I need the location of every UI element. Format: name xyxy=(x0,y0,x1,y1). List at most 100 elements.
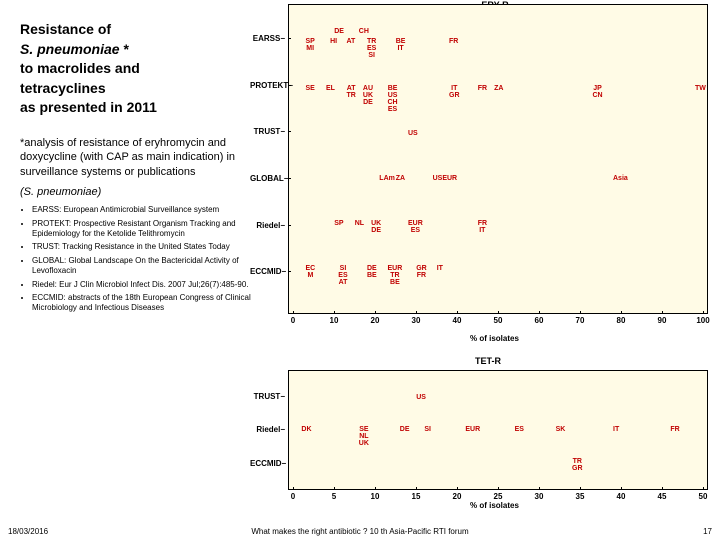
country-label: US xyxy=(408,130,418,137)
title-l1: Resistance of xyxy=(20,21,111,37)
chart2-xtick: 10 xyxy=(366,492,384,501)
title-star: * xyxy=(120,41,129,57)
country-label: SPMI xyxy=(306,38,315,52)
chart1-ylabel: EARSS− xyxy=(250,34,285,43)
country-label: SE xyxy=(306,85,315,92)
bullet-riedel: Riedel: Eur J Clin Microbiol Infect Dis.… xyxy=(32,280,270,290)
country-label: TW xyxy=(695,85,706,92)
country-label: GRFR xyxy=(416,265,427,279)
country-label: ES xyxy=(515,426,524,433)
chart2-xtick: 45 xyxy=(653,492,671,501)
chart2-ylabel: TRUST− xyxy=(250,392,285,401)
chart1-xtick: 30 xyxy=(407,316,425,325)
country-label: CH xyxy=(359,28,369,35)
chart1-ylabel: PROTEKT− xyxy=(250,81,285,90)
country-label: ITGR xyxy=(449,85,460,99)
source-list: EARSS: European Antimicrobial Surveillan… xyxy=(20,205,270,314)
bullet-trust: TRUST: Tracking Resistance in the United… xyxy=(32,242,270,252)
country-label: DEBE xyxy=(367,265,377,279)
chart2-ylabel: Riedel− xyxy=(250,425,285,434)
chart1-area xyxy=(288,4,708,314)
chart1-xtick: 100 xyxy=(694,316,712,325)
country-label: ECM xyxy=(306,265,316,279)
footer-page: 17 xyxy=(703,527,712,536)
country-label: NL xyxy=(355,220,364,227)
chart1-xtick: 70 xyxy=(571,316,589,325)
country-label: FRIT xyxy=(478,220,487,234)
country-label: JPCN xyxy=(593,85,603,99)
chart1-ylabel: ECCMID− xyxy=(250,267,285,276)
country-label: EURTRBE xyxy=(388,265,403,286)
chart1-xtick: 90 xyxy=(653,316,671,325)
bullet-protekt: PROTEKT: Prospective Resistant Organism … xyxy=(32,219,270,240)
chart1-xtick: 20 xyxy=(366,316,384,325)
title-l4: tetracyclines xyxy=(20,80,106,96)
country-label: SIESAT xyxy=(338,265,347,286)
country-label: IT xyxy=(437,265,443,272)
chart2-title: TET-R xyxy=(475,356,501,366)
country-label: ZA xyxy=(396,175,405,182)
title-species: S. pneumoniae xyxy=(20,41,120,57)
chart1-xtick: 80 xyxy=(612,316,630,325)
country-label: DK xyxy=(301,426,311,433)
country-label: FR xyxy=(449,38,458,45)
chart1-xtitle: % of isolates xyxy=(470,334,519,343)
country-label: TRESSI xyxy=(367,38,376,59)
country-label: BEIT xyxy=(396,38,406,52)
chart2-xtick: 0 xyxy=(284,492,302,501)
country-label: HI xyxy=(330,38,337,45)
chart1-ylabel: TRUST− xyxy=(250,127,285,136)
country-label: AT xyxy=(347,38,356,45)
country-label: SI xyxy=(424,426,431,433)
footnote-species: (S. pneumoniae) xyxy=(20,185,270,199)
bullet-global: GLOBAL: Global Landscape On the Bacteric… xyxy=(32,256,270,277)
chart2-ylabel: ECCMID− xyxy=(250,459,285,468)
country-label: TRGR xyxy=(572,458,583,472)
chart2-area xyxy=(288,370,708,490)
footer-date: 18/03/2016 xyxy=(8,527,48,536)
footnote-em: (S. pneumoniae) xyxy=(20,186,101,198)
country-label: US xyxy=(416,394,426,401)
country-label: SP xyxy=(334,220,343,227)
chart1-ylabel: GLOBAL− xyxy=(250,174,285,183)
chart2-xtick: 15 xyxy=(407,492,425,501)
country-label: EL xyxy=(326,85,335,92)
country-label: EUR xyxy=(465,426,480,433)
chart1-xtick: 40 xyxy=(448,316,466,325)
footer-center: What makes the right antibiotic ? 10 th … xyxy=(251,527,468,536)
chart1-xtick: 50 xyxy=(489,316,507,325)
country-label: LAm xyxy=(379,175,395,182)
country-label: DE xyxy=(400,426,410,433)
country-label: SK xyxy=(556,426,566,433)
country-label: AUUKDE xyxy=(363,85,373,106)
country-label: ZA xyxy=(494,85,503,92)
chart2-xtick: 35 xyxy=(571,492,589,501)
country-label: USEUR xyxy=(433,175,458,182)
chart2-xtick: 25 xyxy=(489,492,507,501)
chart2-xtick: 20 xyxy=(448,492,466,501)
chart2-xtick: 40 xyxy=(612,492,630,501)
footnote: *analysis of resistance of eryhromycin a… xyxy=(20,136,270,179)
country-label: EURES xyxy=(408,220,423,234)
title-l5: as presented in 2011 xyxy=(20,99,157,115)
chart1-ylabel: Riedel− xyxy=(250,221,285,230)
chart1-xtick: 0 xyxy=(284,316,302,325)
country-label: BEUSCHES xyxy=(388,85,398,113)
chart2-xtick: 30 xyxy=(530,492,548,501)
country-label: SENLUK xyxy=(359,426,369,447)
bullet-eccmid: ECCMID: abstracts of the 18th European C… xyxy=(32,293,270,314)
slide-title: Resistance of S. pneumoniae * to macroli… xyxy=(20,20,270,118)
country-label: Asia xyxy=(613,175,628,182)
country-label: IT xyxy=(613,426,619,433)
title-l3: to macrolides and xyxy=(20,60,140,76)
chart2-xtick: 5 xyxy=(325,492,343,501)
footnote-text: *analysis of resistance of eryhromycin a… xyxy=(20,137,235,178)
chart1-xtick: 60 xyxy=(530,316,548,325)
chart2-xtitle: % of isolates xyxy=(470,501,519,510)
country-label: UKDE xyxy=(371,220,381,234)
chart2-xtick: 50 xyxy=(694,492,712,501)
country-label: FR xyxy=(478,85,487,92)
country-label: FR xyxy=(670,426,679,433)
country-label: DE xyxy=(334,28,344,35)
chart1-xtick: 10 xyxy=(325,316,343,325)
